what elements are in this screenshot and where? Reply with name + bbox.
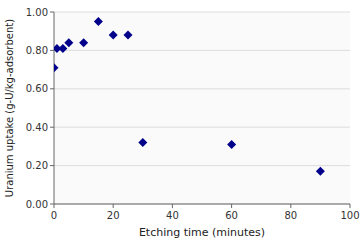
x-tick bbox=[290, 204, 291, 208]
point bbox=[227, 140, 236, 149]
y-tick-label: 0.20 bbox=[26, 160, 48, 171]
grid-line bbox=[54, 165, 350, 166]
x-axis-line bbox=[54, 204, 350, 205]
x-tick-label: 80 bbox=[284, 210, 297, 221]
points bbox=[54, 17, 325, 176]
point bbox=[109, 31, 118, 40]
y-axis-label: Uranium uptake (g-U/kg-adsorbent) bbox=[4, 19, 15, 197]
y-tick-label: 0.40 bbox=[26, 122, 48, 133]
x-tick bbox=[54, 204, 55, 208]
point bbox=[316, 167, 325, 176]
y-tick bbox=[50, 50, 54, 51]
y-tick-label: 0.80 bbox=[26, 45, 48, 56]
point bbox=[124, 31, 133, 40]
y-tick-label: 0.60 bbox=[26, 83, 48, 94]
chart-svg: 0.00 0.20 0.40 0.60 0.80 1.00 0 20 40 60 80 100 Etch… bbox=[0, 0, 364, 244]
point bbox=[54, 63, 59, 72]
point bbox=[94, 17, 103, 26]
point bbox=[58, 44, 67, 53]
x-tick-label: 100 bbox=[340, 210, 359, 221]
grid-line bbox=[54, 12, 350, 13]
x-tick bbox=[350, 204, 351, 208]
y-tick-label: 1.00 bbox=[26, 7, 48, 18]
grid-line bbox=[54, 88, 350, 89]
plot-background bbox=[54, 12, 350, 204]
x-tick bbox=[113, 204, 114, 208]
x-tick-label: 60 bbox=[225, 210, 238, 221]
point bbox=[138, 138, 147, 147]
y-tick bbox=[50, 165, 54, 166]
y-tick-label: 0.00 bbox=[26, 199, 48, 210]
x-tick-label: 40 bbox=[166, 210, 179, 221]
grid-line bbox=[54, 204, 350, 205]
x-tick bbox=[231, 204, 232, 208]
grid-line bbox=[54, 127, 350, 128]
grid-line bbox=[54, 50, 350, 51]
x-axis-label: Etching time (minutes) bbox=[139, 226, 265, 239]
y-tick bbox=[50, 204, 54, 205]
x-tick bbox=[172, 204, 173, 208]
point bbox=[79, 38, 88, 47]
y-tick bbox=[50, 88, 54, 89]
point bbox=[64, 38, 73, 47]
x-tick-label: 20 bbox=[107, 210, 120, 221]
x-tick-label: 0 bbox=[51, 210, 57, 221]
y-axis-line bbox=[54, 12, 55, 204]
y-tick bbox=[50, 127, 54, 128]
chart-container: 0.00 0.20 0.40 0.60 0.80 1.00 0 20 40 60 80 100 Etch… bbox=[0, 0, 364, 244]
y-tick bbox=[50, 12, 54, 13]
